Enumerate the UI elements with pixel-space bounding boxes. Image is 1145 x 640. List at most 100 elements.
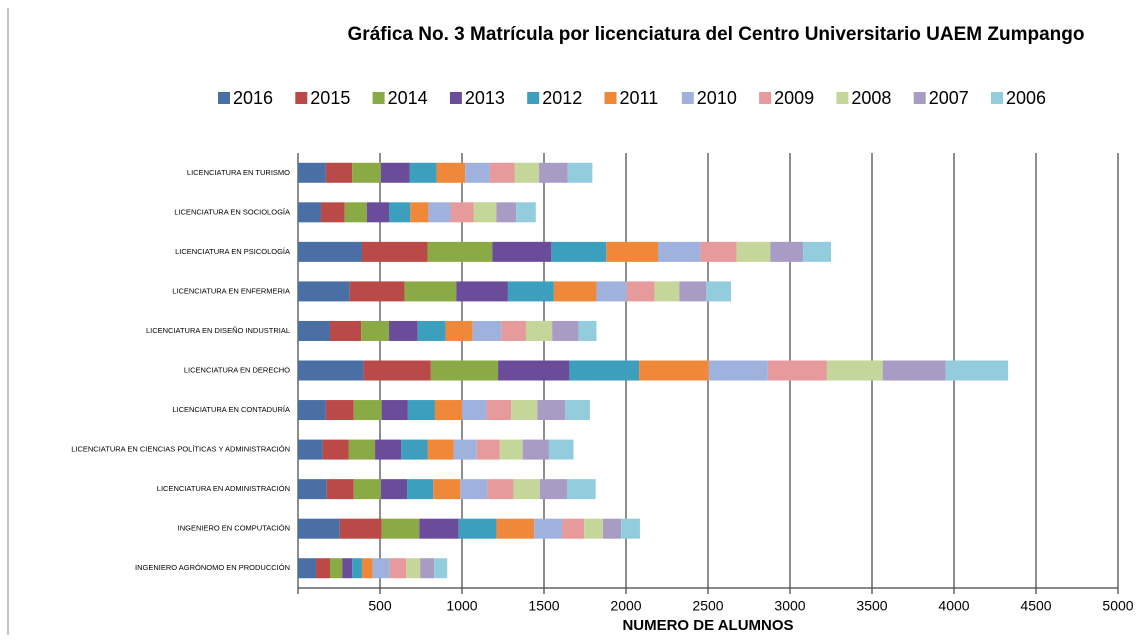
y-tick-label: INGENIERO EN COMPUTACIÓN xyxy=(178,524,290,533)
bar-segment xyxy=(654,281,680,302)
bar-segment xyxy=(407,400,435,421)
bar-segment xyxy=(401,439,428,460)
legend-swatch xyxy=(449,92,462,104)
bar-segment xyxy=(344,202,367,223)
bar-segment xyxy=(406,558,421,579)
legend-label: 2016 xyxy=(233,88,273,108)
chart-title: Gráfica No. 3 Matrícula por licenciatura… xyxy=(348,24,1085,45)
bar-segment xyxy=(548,439,574,460)
y-tick-label: LICENCIATURA EN CIENCIAS POLÍTICAS Y ADM… xyxy=(71,445,290,454)
bar-segment xyxy=(456,281,508,302)
bar-segment xyxy=(380,162,410,183)
bar-segment xyxy=(298,439,323,460)
bar-segment xyxy=(419,518,459,539)
x-tick-label: 5000 xyxy=(1102,598,1133,614)
bar-segment xyxy=(352,558,362,579)
legend-label: 2008 xyxy=(851,88,891,108)
legend-swatch xyxy=(218,92,230,104)
bar-segment xyxy=(433,479,461,500)
legend-label: 2006 xyxy=(1006,88,1046,108)
bar-segment xyxy=(428,202,451,223)
legend-label: 2012 xyxy=(542,88,582,108)
bar-segment xyxy=(372,558,390,579)
legend-label: 2010 xyxy=(697,88,737,108)
bar-segment xyxy=(489,162,515,183)
bar-segment xyxy=(298,360,364,381)
bar-segment xyxy=(352,162,381,183)
bar-segment xyxy=(499,439,523,460)
x-tick-label: 4500 xyxy=(1020,598,1051,614)
bar-segment xyxy=(462,400,487,421)
x-tick-label: 4000 xyxy=(938,598,969,614)
bar-segment xyxy=(361,558,373,579)
bar-segment xyxy=(298,320,330,341)
bar-segment xyxy=(706,281,731,302)
bar-segment xyxy=(445,320,473,341)
bar-segment xyxy=(298,281,350,302)
y-tick-label: LICENCIATURA EN PSICOLOGÍA xyxy=(175,247,290,256)
bar-segment xyxy=(409,162,437,183)
legend-swatch xyxy=(913,92,926,104)
bar-segment xyxy=(537,400,566,421)
bar-segment xyxy=(298,518,340,539)
bar-segment xyxy=(420,558,435,579)
bar-segment xyxy=(679,281,707,302)
legend-swatch xyxy=(527,92,540,104)
bar-segment xyxy=(316,558,330,579)
bar-segment xyxy=(534,518,563,539)
bar-segment xyxy=(460,479,488,500)
legend-swatch xyxy=(759,92,772,104)
bar-segment xyxy=(539,162,568,183)
legend-swatch xyxy=(372,92,385,104)
bar-segment xyxy=(486,400,512,421)
bar-segment xyxy=(472,320,502,341)
bar-segment xyxy=(453,439,477,460)
bar-segment xyxy=(569,360,640,381)
bar-segment xyxy=(770,241,804,262)
bar-segment xyxy=(700,241,737,262)
bar-segment xyxy=(361,241,428,262)
legend-label: 2013 xyxy=(465,88,505,108)
x-tick-label: 2500 xyxy=(692,598,723,614)
bar-segment xyxy=(381,400,408,421)
bar-segment xyxy=(353,479,381,500)
bar-segment xyxy=(450,202,474,223)
x-tick-label: 1000 xyxy=(446,598,477,614)
bar-segment xyxy=(298,558,317,579)
x-tick-label: 2000 xyxy=(610,598,641,614)
bar-segment xyxy=(298,479,327,500)
bar-segment xyxy=(553,281,597,302)
legend-swatch xyxy=(295,92,308,104)
bar-segment xyxy=(363,360,431,381)
bar-segment xyxy=(427,241,493,262)
bar-segment xyxy=(361,320,390,341)
bar-segment xyxy=(492,241,552,262)
bar-segment xyxy=(325,400,354,421)
y-tick-label: LICENCIATURA EN ADMINISTRACIÓN xyxy=(157,484,290,493)
bar-segment xyxy=(882,360,946,381)
bar-segment xyxy=(626,281,655,302)
x-axis-title: NUMERO DE ALUMNOS xyxy=(622,617,793,634)
bar-segment xyxy=(945,360,1009,381)
bar-segment xyxy=(381,518,420,539)
bar-segment xyxy=(511,400,538,421)
bar-segment xyxy=(552,320,579,341)
bar-segment xyxy=(298,241,362,262)
bar-segment xyxy=(566,479,596,500)
bar-segment xyxy=(767,360,827,381)
bar-segment xyxy=(404,281,457,302)
legend-swatch xyxy=(604,92,617,104)
bar-segment xyxy=(407,479,434,500)
bar-segment xyxy=(539,479,567,500)
y-tick-label: LICENCIATURA EN DERECHO xyxy=(184,365,290,374)
bar-segment xyxy=(389,202,411,223)
bar-segment xyxy=(417,320,446,341)
legend-swatch xyxy=(681,92,694,104)
bar-segment xyxy=(513,479,540,500)
legend-swatch xyxy=(991,92,1003,104)
bar-segment xyxy=(349,281,405,302)
bar-segment xyxy=(473,202,497,223)
bar-segment xyxy=(375,439,402,460)
bar-segment xyxy=(501,320,526,341)
bar-segment xyxy=(389,320,418,341)
